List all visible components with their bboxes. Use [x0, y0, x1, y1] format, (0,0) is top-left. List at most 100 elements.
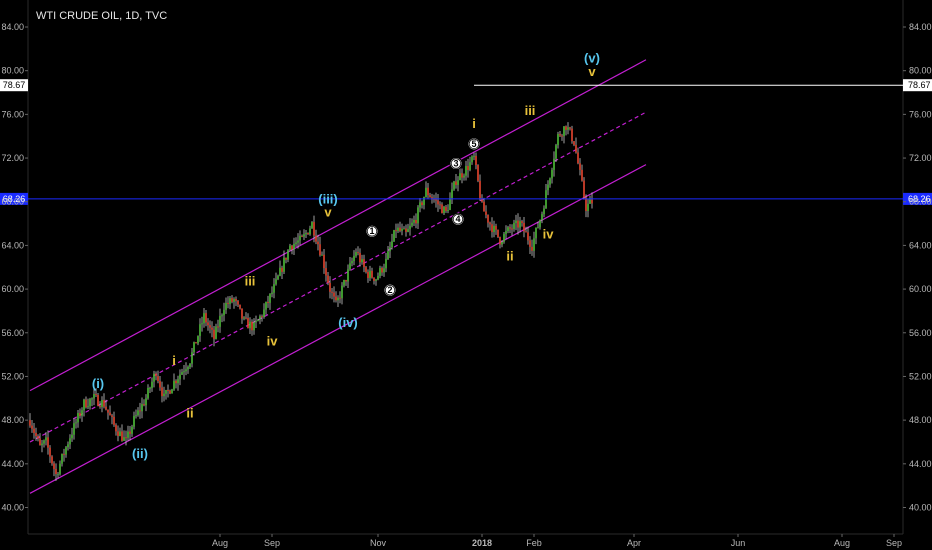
candle — [395, 223, 397, 238]
candle — [489, 221, 491, 231]
candle — [269, 293, 271, 310]
candle — [413, 215, 415, 227]
candle-body — [565, 126, 567, 130]
candle-body — [61, 453, 63, 464]
candle-body — [413, 219, 415, 223]
candle-body — [325, 268, 327, 276]
candle — [147, 384, 149, 400]
candle — [571, 125, 573, 144]
candle — [257, 318, 259, 322]
wave-badge-text: 4 — [455, 214, 460, 224]
candle-body — [555, 145, 557, 159]
candle-body — [297, 240, 299, 243]
candle-body — [517, 220, 519, 228]
candle-body — [377, 275, 379, 280]
candle — [471, 155, 473, 165]
candle — [267, 295, 269, 308]
candle-body — [515, 220, 517, 223]
candle — [439, 201, 441, 210]
candle-body — [171, 389, 173, 394]
candle — [101, 396, 103, 413]
candle — [451, 182, 453, 205]
candle-body — [307, 232, 309, 235]
candle — [185, 362, 187, 376]
candle — [549, 177, 551, 188]
candle — [301, 234, 303, 238]
candle — [337, 295, 339, 307]
candle-body — [191, 352, 193, 364]
candle-body — [519, 221, 521, 228]
candle-body — [443, 206, 445, 214]
candle-body — [51, 456, 53, 464]
candle-body — [133, 415, 135, 427]
candle — [397, 223, 399, 233]
candle-body — [89, 399, 91, 407]
candle — [45, 432, 47, 446]
candle-body — [193, 342, 195, 353]
candle-body — [373, 277, 375, 281]
candle — [459, 167, 461, 181]
candle-body — [549, 178, 551, 185]
candle-body — [225, 302, 227, 310]
candle — [79, 408, 81, 419]
candle — [65, 446, 67, 458]
candle-body — [75, 422, 77, 424]
candle — [97, 393, 99, 407]
candle-body — [277, 275, 279, 280]
candle-body — [539, 220, 541, 228]
candle — [389, 241, 391, 259]
candle-body — [85, 399, 87, 408]
candle — [345, 279, 347, 286]
candle — [359, 248, 361, 267]
candle — [241, 308, 243, 324]
candle-body — [585, 197, 587, 212]
candle-body — [379, 267, 381, 276]
candle-body — [481, 198, 483, 202]
candle-body — [521, 221, 523, 223]
candle — [203, 308, 205, 328]
candle-body — [299, 235, 301, 241]
candle-body — [287, 250, 289, 260]
candle-body — [185, 369, 187, 372]
candle-body — [461, 173, 463, 178]
candle-body — [353, 255, 355, 262]
candle-body — [547, 184, 549, 191]
candle-body — [427, 187, 429, 196]
candle — [539, 219, 541, 230]
candle-body — [331, 291, 333, 293]
candle — [33, 423, 35, 439]
candle — [587, 198, 589, 218]
candle-body — [363, 259, 365, 268]
candle-body — [183, 371, 185, 373]
candle — [401, 223, 403, 236]
channel-lower — [29, 164, 647, 494]
y-tick-label-right: 76.00 — [909, 109, 932, 119]
candle — [427, 183, 429, 199]
candle — [547, 180, 549, 196]
wave-label: (v) — [584, 51, 600, 66]
x-axis: Aug Sep Nov 2018 Feb Apr Jun Aug Sep — [212, 534, 902, 548]
candle — [39, 433, 41, 446]
wave-label: (ii) — [132, 446, 148, 461]
candle — [289, 243, 291, 251]
candle-body — [483, 201, 485, 212]
candle-body — [485, 211, 487, 215]
candle — [47, 430, 49, 455]
candle — [463, 173, 465, 181]
candle — [435, 192, 437, 208]
candle — [115, 423, 117, 436]
x-tick-label: Sep — [264, 538, 280, 548]
candle — [349, 257, 351, 271]
channel-mid — [29, 111, 647, 443]
candle — [177, 375, 179, 391]
candle-body — [289, 245, 291, 251]
candle — [495, 223, 497, 235]
candle — [149, 386, 151, 394]
candle-body — [235, 299, 237, 301]
target-price-badge-right — [903, 79, 932, 92]
x-tick-label: Nov — [370, 538, 387, 548]
candle-body — [401, 228, 403, 231]
candle-body — [425, 187, 427, 198]
candle-body — [349, 263, 351, 270]
